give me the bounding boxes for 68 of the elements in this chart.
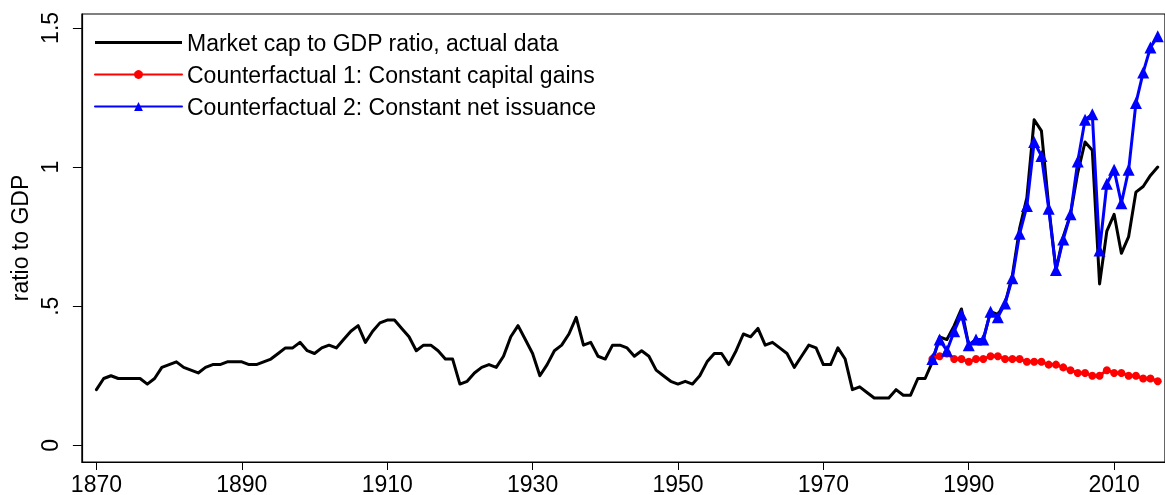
point [1073, 368, 1082, 377]
point [1013, 227, 1026, 240]
y-tick-label: .5 [37, 296, 64, 316]
point [999, 297, 1012, 310]
point [1108, 163, 1121, 176]
point [993, 352, 1002, 361]
point [1030, 357, 1039, 366]
point [1059, 363, 1068, 372]
legend-label: Counterfactual 1: Constant capital gains [187, 61, 595, 88]
x-tick-label: 2010 [1088, 470, 1140, 495]
point [1064, 208, 1077, 221]
point [977, 333, 990, 346]
point [1139, 374, 1148, 383]
x-tick-label: 1990 [943, 470, 995, 495]
legend-label: Market cap to GDP ratio, actual data [187, 29, 559, 56]
point [1153, 377, 1162, 386]
x-tick-label: 1890 [216, 470, 268, 495]
x-tick-label: 1930 [507, 470, 559, 495]
point [1066, 366, 1075, 375]
point [1131, 371, 1140, 380]
point [1146, 374, 1155, 383]
point [1151, 30, 1164, 43]
point [1117, 368, 1126, 377]
point [1124, 371, 1133, 380]
point [1144, 41, 1157, 54]
point [955, 308, 968, 321]
point [1022, 357, 1031, 366]
point [1008, 355, 1017, 364]
point [1001, 355, 1010, 364]
point [1015, 355, 1024, 364]
point [1081, 368, 1090, 377]
point [1129, 97, 1142, 110]
point [1095, 371, 1104, 380]
x-tick-label: 1910 [361, 470, 413, 495]
x-tick-label: 1950 [652, 470, 704, 495]
point [1042, 202, 1055, 215]
point [1051, 360, 1060, 369]
point [986, 352, 995, 361]
point [1088, 371, 1097, 380]
point [1035, 149, 1048, 162]
point [948, 325, 961, 338]
point [1057, 233, 1070, 246]
point [957, 355, 966, 364]
point [1079, 113, 1092, 126]
point [1071, 155, 1084, 168]
point [1137, 66, 1150, 79]
point [1044, 360, 1053, 369]
legend-label: Counterfactual 2: Constant net issuance [187, 93, 597, 120]
y-tick-label: 1 [37, 160, 64, 174]
point [950, 355, 959, 364]
point [1037, 357, 1046, 366]
point [979, 355, 988, 364]
point [1006, 272, 1019, 285]
point [1110, 368, 1119, 377]
point [991, 311, 1004, 324]
point [1100, 177, 1113, 190]
point [933, 333, 946, 346]
x-tick-label: 1970 [797, 470, 849, 495]
point [1102, 366, 1111, 375]
y-tick-label: 0 [37, 438, 64, 452]
point [940, 344, 953, 357]
point [1028, 136, 1041, 148]
y-axis-title: ratio to GDP [6, 174, 33, 302]
point [972, 355, 980, 364]
point [1086, 108, 1099, 121]
point [964, 357, 973, 366]
y-tick-label: 1.5 [37, 11, 64, 44]
x-tick-label: 1870 [70, 470, 123, 495]
